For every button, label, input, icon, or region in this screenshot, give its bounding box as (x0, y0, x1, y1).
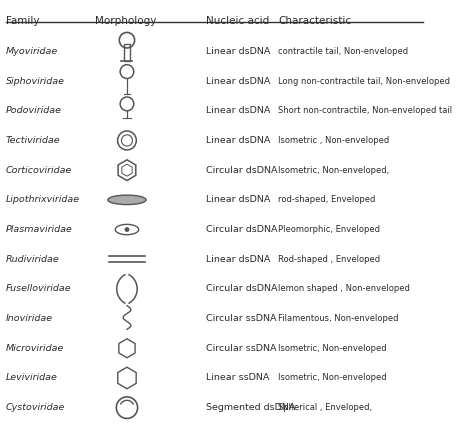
Text: Cystoviridae: Cystoviridae (6, 403, 65, 412)
Text: contractile tail, Non-enveloped: contractile tail, Non-enveloped (278, 47, 408, 56)
Text: Circular dsDNA: Circular dsDNA (206, 166, 277, 174)
Text: Linear dsDNA: Linear dsDNA (206, 76, 270, 85)
Text: Isometric , Non-enveloped: Isometric , Non-enveloped (278, 136, 389, 145)
Text: Tectiviridae: Tectiviridae (6, 136, 60, 145)
Ellipse shape (108, 195, 146, 204)
Text: Filamentous, Non-enveloped: Filamentous, Non-enveloped (278, 314, 399, 323)
Text: Morphology: Morphology (95, 16, 156, 26)
Text: Podoviridae: Podoviridae (6, 106, 62, 115)
Text: Linear dsDNA: Linear dsDNA (206, 136, 270, 145)
Text: Circular dsDNA: Circular dsDNA (206, 225, 277, 234)
Text: Linear dsDNA: Linear dsDNA (206, 255, 270, 264)
Circle shape (125, 228, 128, 231)
Text: Fuselloviridae: Fuselloviridae (6, 284, 71, 293)
Text: Isometric, Non-enveloped: Isometric, Non-enveloped (278, 344, 387, 353)
Text: Microviridae: Microviridae (6, 344, 64, 353)
Text: Isometric, Non-enveloped: Isometric, Non-enveloped (278, 374, 387, 382)
Text: Lipothrixviridae: Lipothrixviridae (6, 195, 80, 204)
Text: Isometric, Non-enveloped,: Isometric, Non-enveloped, (278, 166, 389, 174)
Text: Myoviridae: Myoviridae (6, 47, 58, 56)
Text: Segmented dsDNA: Segmented dsDNA (206, 403, 295, 412)
Text: Leviviridae: Leviviridae (6, 374, 57, 382)
Text: Circular ssDNA: Circular ssDNA (206, 344, 276, 353)
Text: Family: Family (6, 16, 39, 26)
Text: Rod-shaped , Enveloped: Rod-shaped , Enveloped (278, 255, 380, 264)
Text: Nucleic acid: Nucleic acid (206, 16, 269, 26)
Text: Pleomorphic, Enveloped: Pleomorphic, Enveloped (278, 225, 380, 234)
Text: Short non-contractile, Non-enveloped tail: Short non-contractile, Non-enveloped tai… (278, 106, 452, 115)
Text: rod-shaped, Enveloped: rod-shaped, Enveloped (278, 195, 375, 204)
Text: Circular dsDNA: Circular dsDNA (206, 284, 277, 293)
Text: Siphoviridae: Siphoviridae (6, 76, 64, 85)
Text: Long non-contractile tail, Non-enveloped: Long non-contractile tail, Non-enveloped (278, 76, 450, 85)
Text: Spherical , Enveloped,: Spherical , Enveloped, (278, 403, 372, 412)
Text: Rudiviridae: Rudiviridae (6, 255, 59, 264)
Text: lemon shaped , Non-enveloped: lemon shaped , Non-enveloped (278, 284, 410, 293)
Text: Characteristic: Characteristic (278, 16, 351, 26)
Text: Inoviridae: Inoviridae (6, 314, 53, 323)
Text: Linear ssDNA: Linear ssDNA (206, 374, 269, 382)
Text: Plasmaviridae: Plasmaviridae (6, 225, 73, 234)
Text: Corticoviridae: Corticoviridae (6, 166, 72, 174)
Text: Linear dsDNA: Linear dsDNA (206, 195, 270, 204)
Text: Linear dsDNA: Linear dsDNA (206, 106, 270, 115)
Text: Circular ssDNA: Circular ssDNA (206, 314, 276, 323)
Text: Linear dsDNA: Linear dsDNA (206, 47, 270, 56)
